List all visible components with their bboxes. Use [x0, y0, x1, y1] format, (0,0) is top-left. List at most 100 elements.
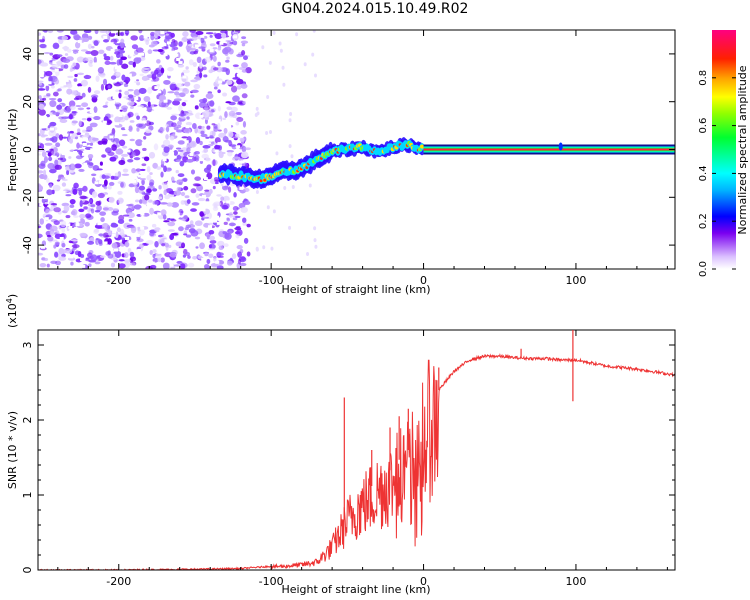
noise-speckle — [147, 101, 151, 107]
noise-speckle — [123, 252, 129, 259]
noise-speckle — [66, 88, 73, 95]
signal-peak — [420, 144, 425, 149]
chart-title: GN04.2024.015.10.49.R02 — [281, 1, 469, 17]
noise-speckle — [38, 59, 42, 65]
noise-speckle — [185, 251, 191, 257]
noise-speckle — [171, 202, 180, 208]
noise-speckle — [226, 56, 230, 60]
noise-gap — [215, 260, 220, 264]
noise-speckle — [78, 208, 85, 213]
noise-speckle — [208, 253, 214, 259]
noise-speckle — [313, 73, 317, 78]
noise-gap — [38, 36, 43, 40]
noise-speckle — [222, 117, 227, 121]
noise-speckle — [187, 262, 195, 268]
noise-speckle — [147, 185, 155, 189]
noise-speckle — [180, 191, 186, 197]
noise-speckle — [47, 152, 52, 157]
noise-speckle — [244, 147, 251, 151]
noise-speckle — [138, 30, 143, 34]
noise-speckle — [114, 48, 119, 53]
noise-speckle — [75, 41, 81, 49]
noise-speckle — [236, 78, 244, 85]
noise-speckle — [120, 56, 127, 61]
noise-speckle — [160, 257, 165, 263]
noise-speckle — [173, 98, 182, 102]
noise-speckle — [153, 143, 159, 151]
noise-speckle — [39, 43, 47, 49]
noise-speckle — [39, 262, 47, 268]
noise-speckle — [205, 136, 210, 139]
noise-speckle — [232, 136, 241, 139]
noise-speckle — [86, 107, 91, 110]
noise-speckle — [214, 33, 223, 40]
noise-speckle — [235, 111, 242, 116]
noise-gap — [203, 177, 208, 181]
noise-speckle — [216, 265, 224, 269]
noise-speckle — [228, 222, 236, 227]
noise-speckle — [54, 241, 60, 246]
noise-speckle — [127, 126, 133, 131]
noise-speckle — [191, 36, 198, 41]
noise-speckle — [288, 118, 292, 123]
noise-speckle — [38, 103, 45, 110]
noise-speckle — [177, 120, 182, 126]
noise-speckle — [91, 191, 98, 198]
noise-gap — [176, 219, 181, 223]
noise-speckle — [152, 200, 159, 206]
noise-speckle — [51, 85, 55, 89]
noise-speckle — [133, 204, 142, 210]
noise-gap — [226, 247, 231, 251]
noise-gap — [159, 205, 164, 209]
noise-gap — [63, 98, 68, 102]
colorbar-tick-label: 0.6 — [698, 118, 709, 134]
noise-speckle — [186, 158, 194, 163]
noise-speckle — [45, 70, 53, 77]
noise-speckle — [45, 84, 50, 92]
noise-speckle — [61, 116, 70, 119]
noise-speckle — [46, 234, 52, 238]
noise-speckle — [206, 125, 211, 130]
noise-speckle — [77, 107, 84, 111]
noise-gap — [174, 53, 179, 57]
noise-speckle — [193, 50, 198, 55]
noise-speckle — [141, 75, 149, 81]
noise-gap — [109, 135, 114, 139]
noise-speckle — [96, 168, 103, 171]
noise-speckle — [246, 251, 251, 257]
snr-ylabel: SNR (10 * v/v) — [6, 411, 19, 489]
noise-speckle — [217, 105, 221, 112]
noise-speckle — [127, 88, 134, 92]
noise-speckle — [57, 159, 62, 166]
noise-speckle — [38, 184, 44, 192]
noise-speckle — [170, 115, 177, 121]
noise-speckle — [246, 223, 251, 228]
noise-speckle — [231, 253, 237, 260]
noise-gap — [98, 180, 103, 184]
noise-speckle — [98, 239, 103, 245]
noise-gap — [224, 161, 229, 165]
x-tick-label: 100 — [565, 575, 586, 588]
noise-gap — [115, 99, 120, 103]
noise-speckle — [122, 168, 129, 173]
noise-speckle — [110, 223, 119, 228]
noise-gap — [90, 148, 95, 152]
noise-speckle — [121, 63, 129, 69]
noise-gap — [124, 236, 129, 240]
noise-speckle — [54, 251, 59, 258]
noise-speckle — [90, 208, 95, 214]
noise-speckle — [146, 188, 152, 194]
noise-speckle — [243, 55, 248, 61]
noise-gap — [226, 200, 231, 204]
noise-speckle — [149, 249, 153, 255]
noise-gap — [44, 217, 49, 221]
noise-gap — [150, 66, 155, 70]
noise-speckle — [222, 185, 229, 191]
noise-gap — [43, 116, 48, 120]
noise-gap — [111, 233, 116, 237]
noise-speckle — [87, 207, 91, 213]
noise-speckle — [234, 231, 241, 235]
noise-speckle — [166, 202, 173, 207]
noise-speckle — [55, 142, 61, 148]
noise-speckle — [128, 218, 133, 222]
